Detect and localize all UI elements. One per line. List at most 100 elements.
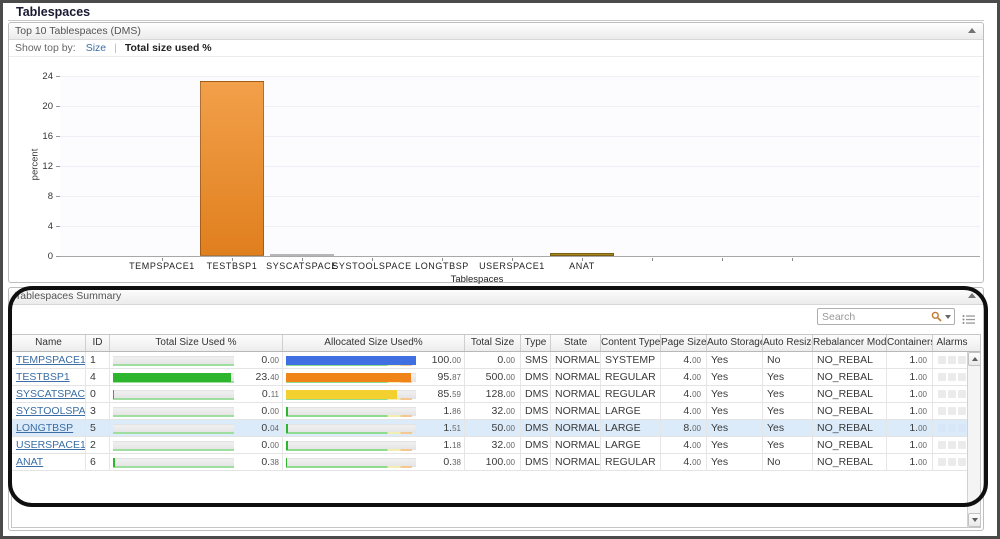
tablespace-link-TESTBSP1[interactable]: TESTBSP1 [16, 371, 70, 383]
cell-type: DMS [521, 403, 551, 419]
cell-containers: 1.00 [887, 369, 933, 385]
top-panel-title: Top 10 Tablespaces (DMS) [15, 25, 141, 37]
table-row-TEMPSPACE1[interactable]: TEMPSPACE1 1 0.00 100.00 0.00 SMS NORMAL SYSTEM… [12, 352, 980, 369]
search-input[interactable] [818, 310, 928, 323]
cell-total_size: 50.00 [465, 420, 521, 436]
bar-fill [286, 440, 288, 450]
column-header-allocated_size_used_pct[interactable]: Allocated Size Used% [283, 335, 465, 351]
cell-content_type: SYSTEMP [601, 352, 661, 368]
table-row-ANAT[interactable]: ANAT 6 0.38 0.38 100.00 DMS NORMAL REGULAR 4.00 Y… [12, 454, 980, 471]
top-panel-header: Top 10 Tablespaces (DMS) [9, 23, 983, 40]
bar-value: 23.40 [255, 370, 279, 383]
alarm-indicator [938, 441, 946, 449]
tablespace-link-SYSCATSPACE[interactable]: SYSCATSPACE [16, 388, 86, 400]
cell-total_size: 100.00 [465, 454, 521, 470]
show-top-by-size-link[interactable]: Size [85, 42, 107, 54]
threshold-strip [113, 414, 234, 417]
column-header-total_size_used_pct[interactable]: Total Size Used % [110, 335, 283, 351]
scroll-down-button[interactable] [968, 513, 980, 527]
column-header-auto_storage[interactable]: Auto Storage [707, 335, 763, 351]
chart-bar-SYSCATSPACE[interactable] [270, 254, 334, 256]
bar-value: 0.00 [261, 404, 279, 417]
column-header-type[interactable]: Type [521, 335, 551, 351]
table-row-LONGTBSP[interactable]: LONGTBSP 5 0.04 1.51 50.00 DMS NORMAL LARGE 8.00… [12, 420, 980, 437]
collapse-up-icon[interactable] [968, 293, 976, 298]
x-tick-mark [442, 258, 443, 261]
gridline [60, 196, 980, 197]
bar-track [113, 457, 234, 468]
bar-track [286, 423, 416, 434]
table-row-SYSTOOLSPACE[interactable]: SYSTOOLSPACE3 0.00 1.86 32.00DMSNORMALLARGE… [12, 403, 980, 420]
column-header-page_size[interactable]: Page Size [661, 335, 707, 351]
table-header-row: Name ID Total Size Used % Allocated Size Us… [12, 335, 980, 352]
gridline [60, 136, 980, 137]
alarm-indicator [958, 441, 966, 449]
cell-allocated_size_used_pct: 1.18 [283, 437, 465, 453]
cell-name: ANAT [12, 454, 86, 470]
cell-total_size: 32.00 [465, 403, 521, 419]
table-row-SYSCATSPACE[interactable]: SYSCATSPACE 0 0.11 85.59 128.00 DMS NORMAL REGU… [12, 386, 980, 403]
cell-total_size: 500.00 [465, 369, 521, 385]
column-header-content_type[interactable]: Content Type [601, 335, 661, 351]
cell-state: NORMAL [551, 352, 601, 368]
cell-auto_storage: Yes [707, 437, 763, 453]
bar-value: 95.87 [437, 370, 461, 383]
y-tick-label: 24 [42, 71, 53, 82]
cell-total_size_used_pct: 0.04 [110, 420, 283, 436]
column-header-state[interactable]: State [551, 335, 601, 351]
cell-page_size: 4.00 [661, 352, 707, 368]
y-tick-mark [56, 136, 60, 137]
magnifier-icon [931, 311, 942, 322]
y-tick-mark [56, 166, 60, 167]
column-header-rebalancer_mode[interactable]: Rebalancer Mode [813, 335, 887, 351]
cell-auto_resize: Yes [763, 403, 813, 419]
x-axis-label: TESTBSP1 [206, 261, 258, 271]
bar-track [286, 355, 416, 366]
cell-total_size_used_pct: 0.38 [110, 454, 283, 470]
y-tick-label: 20 [42, 101, 53, 112]
tablespace-link-TEMPSPACE1[interactable]: TEMPSPACE1 [16, 354, 86, 366]
column-header-containers[interactable]: Containers [887, 335, 933, 351]
show-top-by-label: Show top by: [15, 42, 76, 54]
search-button[interactable] [928, 311, 954, 322]
column-header-auto_resize[interactable]: Auto Resize [763, 335, 813, 351]
bar-fill [286, 406, 289, 416]
tablespace-link-USERSPACE1[interactable]: USERSPACE1 [16, 439, 86, 451]
bar-track [113, 372, 234, 383]
tablespace-link-ANAT[interactable]: ANAT [16, 456, 44, 468]
cell-id: 2 [86, 437, 110, 453]
cell-page_size: 4.00 [661, 386, 707, 402]
x-axis-label: SYSCATSPACE [266, 261, 338, 271]
x-tick-mark [302, 258, 303, 261]
column-header-alarms[interactable]: Alarms [936, 337, 968, 348]
cell-alarms [933, 454, 971, 470]
x-tick-mark [582, 258, 583, 261]
chart-bar-TESTBSP1[interactable] [200, 80, 264, 256]
chart-bar-ANAT[interactable] [550, 253, 614, 256]
cell-auto_storage: Yes [707, 420, 763, 436]
threshold-strip [286, 380, 416, 383]
cell-total_size: 0.00 [465, 352, 521, 368]
y-tick-mark [56, 196, 60, 197]
cell-id: 5 [86, 420, 110, 436]
cell-auto_resize: Yes [763, 437, 813, 453]
column-header-name[interactable]: Name [12, 335, 86, 351]
column-header-id[interactable]: ID [86, 335, 110, 351]
vertical-scrollbar[interactable] [967, 352, 980, 527]
column-header-total_size[interactable]: Total Size [465, 335, 521, 351]
table-row-USERSPACE1[interactable]: USERSPACE1 2 0.00 1.18 32.00 DMS NORMAL LARGE 4.… [12, 437, 980, 454]
y-tick-label: 16 [42, 131, 53, 142]
tablespace-link-LONGTBSP[interactable]: LONGTBSP [16, 422, 74, 434]
scroll-up-button[interactable] [968, 352, 980, 366]
x-axis-label: TEMPSPACE1 [129, 261, 195, 271]
bar-track [286, 406, 416, 417]
cell-allocated_size_used_pct: 1.86 [283, 403, 465, 419]
bar-track [286, 457, 416, 468]
cell-rebalancer_mode: NO_REBAL [813, 437, 887, 453]
tablespace-link-SYSTOOLSPACE[interactable]: SYSTOOLSPACE [16, 405, 86, 417]
table-row-TESTBSP1[interactable]: TESTBSP1 4 23.40 95.87 500.00 DMS NORMAL REGULA… [12, 369, 980, 386]
alarm-indicator [938, 373, 946, 381]
column-chooser-button[interactable] [962, 312, 975, 324]
collapse-up-icon[interactable] [968, 28, 976, 33]
